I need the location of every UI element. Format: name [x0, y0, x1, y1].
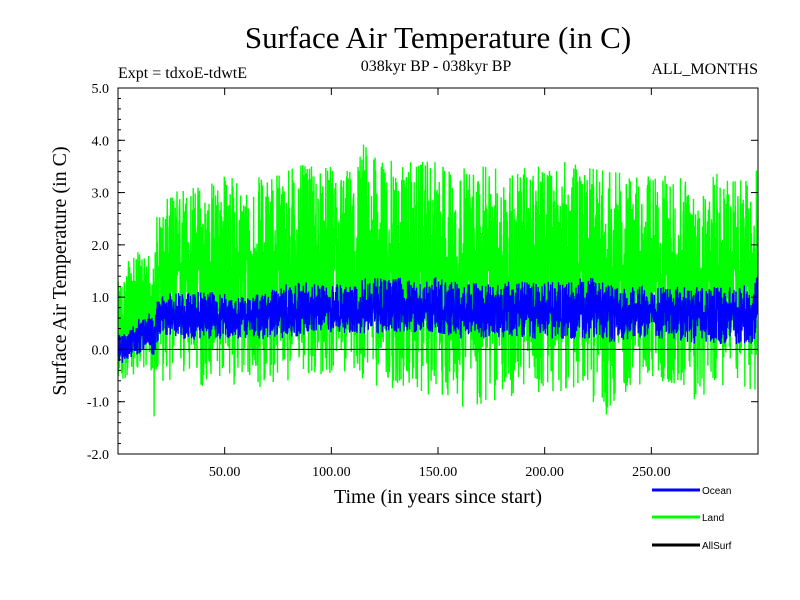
x-tick-label: 200.00: [525, 465, 564, 480]
y-tick-label: 0.0: [92, 343, 110, 358]
series-line-land: [118, 144, 758, 417]
legend-item-land: Land: [652, 513, 724, 524]
y-tick-label: -2.0: [87, 448, 109, 463]
legend-item-allsurf: AllSurf: [652, 541, 732, 552]
chart-subtitle-left: Expt = tdxoE-tdwtE: [118, 65, 247, 82]
y-tick-label: 5.0: [92, 82, 110, 97]
y-tick-label: 4.0: [92, 134, 110, 149]
x-axis-label: Time (in years since start): [334, 486, 542, 508]
y-tick-label: 2.0: [92, 239, 110, 254]
legend: Ocean Land AllSurf: [652, 486, 732, 552]
chart-title: Surface Air Temperature (in C): [245, 20, 631, 55]
x-tick-label: 250.00: [632, 465, 671, 480]
x-tick-label: 100.00: [312, 465, 351, 480]
legend-label-land: Land: [702, 513, 724, 524]
ticks-layer: -2.0 -1.0 0.0 1.0 2.0 3.0 4.0 5.0 50.00 100.00 150…: [87, 82, 758, 480]
x-tick-label: 50.00: [209, 465, 241, 480]
data-layer: [118, 144, 758, 417]
y-tick-label: -1.0: [87, 396, 109, 411]
legend-label-ocean: Ocean: [702, 486, 731, 497]
x-tick-label: 150.00: [419, 465, 458, 480]
y-axis-label: Surface Air Temperature (in C): [49, 146, 71, 395]
y-tick-label: 1.0: [92, 291, 110, 306]
y-tick-label: 3.0: [92, 187, 110, 202]
chart-subtitle-right: ALL_MONTHS: [651, 61, 758, 78]
chart-subtitle-center: 038kyr BP - 038kyr BP: [361, 58, 512, 75]
legend-item-ocean: Ocean: [652, 486, 731, 497]
legend-label-allsurf: AllSurf: [702, 541, 732, 552]
series-line-ocean: [118, 275, 758, 363]
